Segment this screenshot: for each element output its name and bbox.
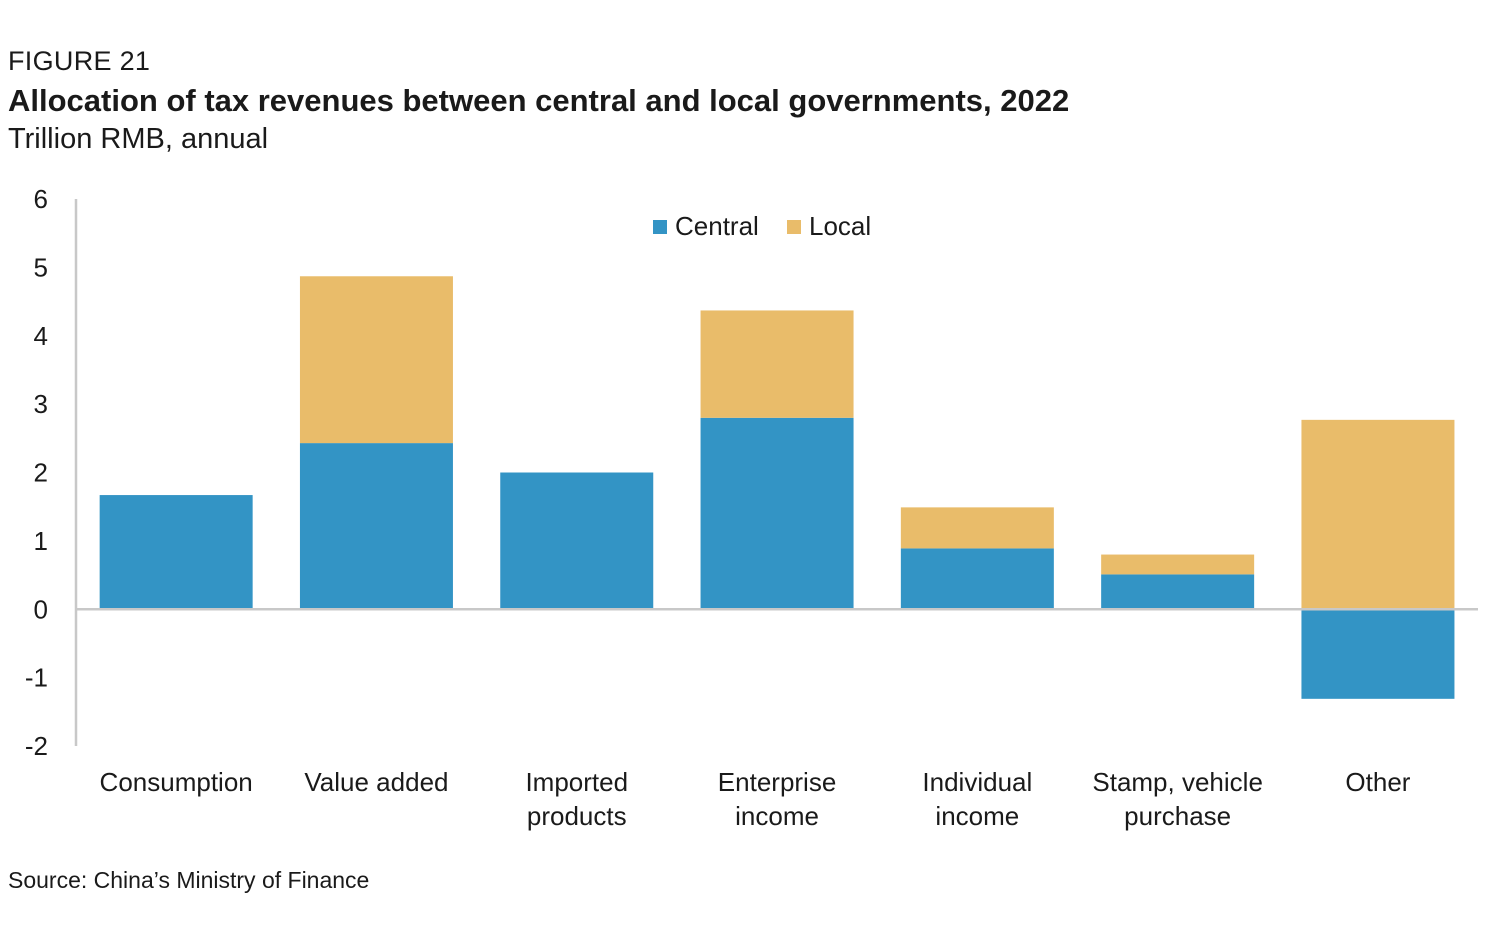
bar-central xyxy=(99,495,253,610)
legend-swatch xyxy=(653,220,667,234)
chart-title: Allocation of tax revenues between centr… xyxy=(8,83,1070,118)
y-tick-label: -1 xyxy=(25,663,48,693)
x-category-label: Consumption xyxy=(100,767,253,797)
x-category-label: Enterprise xyxy=(718,767,837,797)
y-tick-label: 3 xyxy=(34,389,48,419)
x-category-label: income xyxy=(935,801,1019,831)
x-category-label: products xyxy=(527,801,627,831)
x-category-label: income xyxy=(735,801,819,831)
bar-central xyxy=(900,548,1054,610)
bar-local xyxy=(299,276,453,444)
x-category-label: Stamp, vehicle xyxy=(1092,767,1263,797)
x-category-label: Other xyxy=(1345,767,1410,797)
bar-central xyxy=(1301,609,1455,699)
bar-central xyxy=(1101,574,1255,610)
legend-label: Central xyxy=(675,211,759,241)
bar-local xyxy=(900,507,1054,549)
figure-label: FIGURE 21 xyxy=(8,46,151,76)
bar-central xyxy=(299,443,453,610)
bar-local xyxy=(1101,554,1255,575)
y-tick-label: 0 xyxy=(34,594,48,624)
y-tick-label: -2 xyxy=(25,731,48,761)
bar-local xyxy=(700,310,854,418)
y-tick-label: 4 xyxy=(34,321,48,351)
bar-local xyxy=(1301,419,1455,610)
y-tick-label: 5 xyxy=(34,252,48,282)
x-category-label: purchase xyxy=(1124,801,1231,831)
x-category-label: Value added xyxy=(304,767,448,797)
y-tick-label: 2 xyxy=(34,458,48,488)
x-category-label: Imported xyxy=(525,767,628,797)
x-category-label: Individual xyxy=(922,767,1032,797)
chart-subtitle: Trillion RMB, annual xyxy=(8,123,269,155)
bar-central xyxy=(500,472,654,610)
source-note: Source: China’s Ministry of Finance xyxy=(8,867,370,893)
y-tick-label: 6 xyxy=(34,184,48,214)
y-tick-label: 1 xyxy=(34,526,48,556)
legend-label: Local xyxy=(809,211,871,241)
bar-central xyxy=(700,417,854,610)
legend-swatch xyxy=(787,220,801,234)
